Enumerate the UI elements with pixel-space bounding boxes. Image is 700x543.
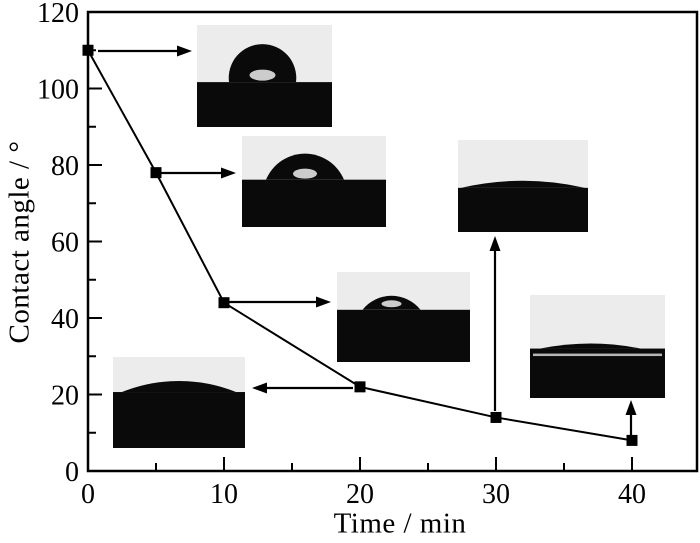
data-point-30min [490, 411, 502, 423]
inset-droplet-photo-10min [337, 272, 470, 362]
data-point-10min [218, 297, 230, 309]
arrow-head [177, 45, 192, 57]
y-tick-label: 60 [51, 228, 79, 259]
data-line [87, 49, 633, 442]
inset-droplet-photo-40min [530, 295, 665, 398]
data-point-markers [82, 44, 638, 446]
droplet-photo-30min-droplet [461, 180, 585, 188]
y-tick-label: 40 [51, 304, 79, 335]
droplet-photo-5min-highlight [293, 168, 317, 179]
x-tick-label: 30 [482, 479, 510, 510]
arrow-head [625, 400, 637, 415]
inset-droplet-photo-5min [242, 136, 386, 227]
inset-droplet-photo-0min [197, 25, 332, 127]
x-tick-label: 40 [618, 479, 646, 510]
y-tick-label: 20 [51, 381, 79, 412]
arrow-head [221, 167, 236, 179]
arrow-head [316, 296, 331, 308]
x-tick-label: 20 [346, 479, 374, 510]
droplet-photo-20min-substrate [113, 392, 245, 448]
y-tick-label: 100 [37, 75, 79, 106]
data-point-40min [626, 434, 638, 446]
arrow-head [252, 382, 267, 394]
droplet-photo-40min-droplet [540, 343, 641, 349]
y-axis-label: Contact angle / ° [3, 140, 36, 344]
droplet-photo-30min-substrate [458, 187, 588, 232]
arrow-head [489, 236, 501, 251]
x-axis-label: Time / min [333, 507, 467, 540]
droplet-photo-10min-substrate [337, 309, 470, 362]
inset-droplet-photo-20min [113, 357, 245, 448]
droplet-photo-20min-droplet [122, 381, 236, 393]
data-point-5min [150, 167, 162, 179]
y-tick-label: 120 [37, 0, 79, 29]
droplet-photo-5min-substrate [242, 179, 386, 227]
x-tick-label: 0 [81, 479, 95, 510]
droplet-photo-40min-reflection-streak [533, 353, 662, 357]
droplet-photo-0min-substrate [197, 82, 332, 127]
axis-ticks: 0 10 20 30 40 0 20 40 60 80 100 120 [37, 0, 646, 510]
droplet-photo-0min-droplet [228, 44, 297, 83]
droplet-photo-5min-droplet [266, 153, 344, 180]
droplet-photo-40min-substrate [530, 348, 665, 398]
y-tick-label: 80 [51, 151, 79, 182]
x-tick-label: 10 [210, 479, 238, 510]
data-point-0min [82, 44, 94, 56]
inset-droplet-images [113, 25, 665, 448]
y-tick-label: 0 [65, 457, 79, 488]
annotation-arrows [98, 45, 637, 435]
data-point-20min [354, 381, 366, 393]
droplet-photo-0min-highlight [249, 69, 276, 81]
inset-droplet-photo-30min [458, 140, 588, 232]
droplet-photo-10min-highlight [381, 300, 402, 308]
